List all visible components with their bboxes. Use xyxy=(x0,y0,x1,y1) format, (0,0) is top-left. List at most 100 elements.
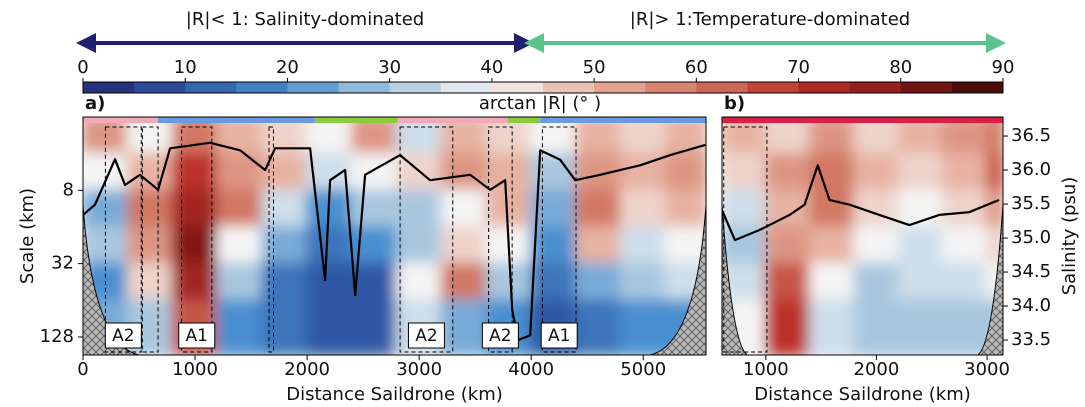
colorbar-segment xyxy=(440,82,493,93)
box-label: A1 xyxy=(548,326,570,346)
heatmap-cell xyxy=(216,225,264,265)
heatmap-cell xyxy=(941,189,989,228)
heatmap-cell xyxy=(350,152,398,192)
heatmap-cell xyxy=(216,117,264,155)
heatmap-cell xyxy=(171,225,219,265)
heatmap-cell xyxy=(897,117,944,155)
x-tick-label: 2000 xyxy=(284,359,330,380)
heatmap-cell xyxy=(261,189,309,228)
region-strip xyxy=(540,117,706,123)
colorbar-frame xyxy=(82,81,1004,94)
heatmap-cell xyxy=(619,225,667,265)
region-box xyxy=(141,126,159,353)
colorbar-tick-label: 50 xyxy=(583,57,606,78)
colorbar-tick-label: 0 xyxy=(77,57,88,78)
colorbar-segment xyxy=(951,82,1004,93)
heatmap-cell xyxy=(216,189,264,228)
salinity-line xyxy=(83,141,706,342)
heatmap-cell xyxy=(764,189,812,228)
colorbar-segment xyxy=(185,82,237,93)
heatmap-cell xyxy=(575,299,622,355)
heatmap-cell xyxy=(941,117,989,155)
colorbar-segment xyxy=(747,82,800,93)
y2-tick-label: 34.5 xyxy=(1011,261,1051,282)
region-strip xyxy=(158,117,315,123)
heatmap-cell xyxy=(350,189,398,228)
heatmap-cell xyxy=(722,189,767,228)
y2-tick-label: 35.5 xyxy=(1011,193,1051,214)
heatmap-cell xyxy=(261,225,309,265)
box-label: A2 xyxy=(415,326,437,346)
heatmap-cell xyxy=(941,299,989,355)
x-tick-label: 3000 xyxy=(964,359,1010,380)
x-axis-label: Distance Saildrone (km) xyxy=(754,384,971,405)
heatmap-cell xyxy=(664,225,706,265)
heatmap-cell xyxy=(575,262,622,302)
colorbar-tick-label: 70 xyxy=(787,57,810,78)
heatmap-cell xyxy=(575,189,622,228)
heatmap-cell xyxy=(853,117,900,155)
region-strip xyxy=(83,117,159,123)
heatmap-cell xyxy=(350,299,398,355)
right-arrow-label: |R|> 1:Temperature-dominated xyxy=(630,9,910,30)
heatmap-cell xyxy=(171,152,219,192)
heatmap-cell xyxy=(897,225,944,265)
heatmap xyxy=(722,117,1003,355)
heatmap-cell xyxy=(440,299,488,355)
heatmap-cell xyxy=(395,225,443,265)
panel-clip xyxy=(722,117,1003,355)
heatmap-cell xyxy=(853,152,900,192)
heatmap-cell xyxy=(216,152,264,192)
colorbar-segment xyxy=(338,82,391,93)
colorbar-segment xyxy=(645,82,697,93)
colorbar-tick-label: 90 xyxy=(992,57,1015,78)
y-tick-label: 128 xyxy=(40,326,74,347)
region-box xyxy=(268,126,274,353)
panel-frame xyxy=(721,116,1004,356)
colorbar-tick-label: 60 xyxy=(685,57,708,78)
colorbar-segment xyxy=(491,82,544,93)
heatmap-cell xyxy=(485,117,533,155)
heatmap-cell xyxy=(530,262,578,302)
heatmap-cell xyxy=(575,117,622,155)
y2-tick-label: 36.0 xyxy=(1011,159,1051,180)
heatmap-cell xyxy=(485,189,533,228)
box-label-frame xyxy=(407,322,445,349)
left-arrow-label: |R|< 1: Salinity-dominated xyxy=(186,9,424,30)
heatmap-cell xyxy=(440,189,488,228)
colorbar-segment xyxy=(134,82,186,93)
heatmap-cell xyxy=(395,189,443,228)
colorbar-segment xyxy=(543,82,595,93)
colorbar-segment xyxy=(236,82,288,93)
colorbar-label: arctan |R| (° ) xyxy=(479,93,601,114)
colorbar-tick-label: 40 xyxy=(480,57,503,78)
heatmap-cell xyxy=(171,189,219,228)
heatmap-cell xyxy=(722,152,767,192)
heatmap-cell xyxy=(485,152,533,192)
x-tick-label: 5000 xyxy=(620,359,666,380)
heatmap-cell xyxy=(809,299,856,355)
colorbar-segment xyxy=(798,82,851,93)
heatmap-cell xyxy=(306,225,353,265)
heatmap-cell xyxy=(897,152,944,192)
heatmap-cell xyxy=(261,152,309,192)
heatmap-cell xyxy=(986,152,1003,192)
x-tick-label: 4000 xyxy=(508,359,554,380)
y-axis-label: Scale (km) xyxy=(17,188,38,284)
heatmap-cell xyxy=(664,152,706,192)
heatmap-cell xyxy=(350,262,398,302)
region-box xyxy=(488,126,513,353)
heatmap-cell xyxy=(986,117,1003,155)
y2-tick-label: 36.5 xyxy=(1011,125,1051,146)
heatmap-cell xyxy=(853,225,900,265)
box-label-frame xyxy=(178,322,216,349)
heatmap-cell xyxy=(350,117,398,155)
region-box xyxy=(181,126,213,353)
colorbar-segment xyxy=(849,82,902,93)
x-tick-label: 1000 xyxy=(743,359,789,380)
colorbar-tick-label: 30 xyxy=(378,57,401,78)
x-tick-label: 3000 xyxy=(396,359,442,380)
heatmap-cell xyxy=(395,262,443,302)
heatmap-cell xyxy=(261,262,309,302)
heatmap-cell xyxy=(619,262,667,302)
